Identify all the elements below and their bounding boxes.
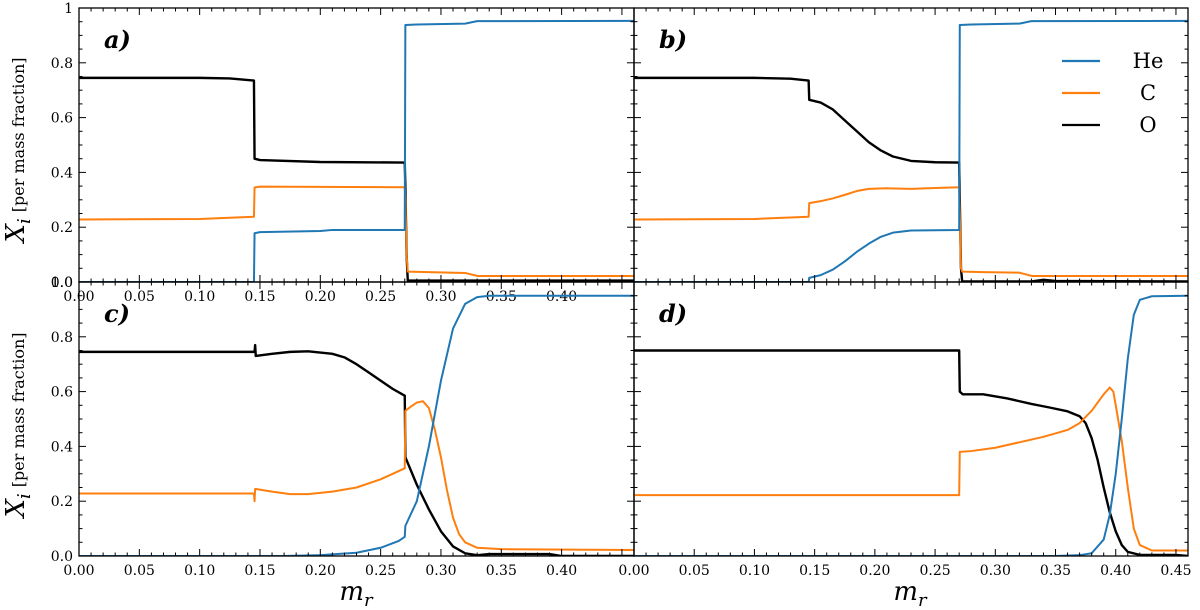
panel-a-xtick-label: 0.35 — [486, 289, 517, 305]
panel-a-ytick-label: 0.4 — [51, 165, 73, 181]
legend-label-o: O — [1139, 113, 1156, 137]
panel-a-xtick-label: 0.25 — [365, 289, 396, 305]
panel-c-ytick-label: 0.2 — [51, 494, 73, 510]
panel-c-frame — [78, 281, 635, 557]
panel-a-ytick-label: 0.6 — [51, 111, 73, 127]
panel-a-xtick-label: 0.40 — [546, 289, 577, 305]
xlabel-right: mr — [893, 577, 928, 610]
panel-a-series-c-line — [79, 185, 634, 277]
panel-b-frame — [633, 7, 1189, 283]
xlabel-left-sub: r — [364, 590, 374, 610]
xlabel-left-main: m — [339, 577, 364, 607]
panel-c-xtick-label: 0.40 — [546, 563, 577, 579]
ylabel-bottom-main: X — [1, 497, 31, 519]
panel-a-xtick-label: 0.30 — [425, 289, 456, 305]
panel-d-xtick-label: 0.00 — [618, 563, 649, 579]
panel-d: 0.00 0.05 0.10 0.15 0.20 0.25 0.30 0.35 0.40 0.45… — [618, 281, 1192, 579]
ylabel-bottom-sub: i — [14, 493, 35, 499]
panel-c-series-c-line — [79, 400, 634, 551]
panel-c: 0.00 0.05 0.10 0.15 0.20 0.25 0.30 0.35 0.40 0.0 0… — [51, 275, 635, 579]
panel-d-series-o-line — [634, 349, 1188, 556]
panel-c-xtick-label: 0.30 — [425, 563, 456, 579]
legend-label-he: He — [1133, 49, 1164, 73]
panel-d-label: d) — [659, 299, 687, 328]
panel-c-xtick-label: 0.15 — [244, 563, 275, 579]
legend: He CO — [1062, 49, 1163, 137]
panel-c-ytick-label: 0.8 — [51, 330, 73, 346]
panel-c-ticks — [78, 281, 635, 557]
panel-a-series-he-line — [79, 19, 634, 282]
panel-b-series — [634, 19, 1188, 282]
panel-a-xtick-label: 0.20 — [305, 289, 336, 305]
panel-c-label: c) — [104, 299, 130, 328]
panel-c-xtick-label: 0.10 — [184, 563, 215, 579]
ylabel-top-sub: i — [14, 218, 35, 224]
panels-layer: 0.00 0.05 0.10 0.15 0.20 0.25 0.30 0.35 0.400.00… — [51, 1, 1192, 579]
panel-b-series-o-line — [634, 76, 1188, 282]
panel-b-series-he-line — [634, 19, 1188, 282]
panel-c-ytick-label: 0.0 — [51, 549, 73, 565]
ylabel-bottom-units: [per mass fraction] — [9, 333, 28, 488]
panel-c-ytick-label: 0.4 — [51, 439, 73, 455]
panel-c-series-he-line — [79, 294, 634, 556]
panel-a-xtick-label: 0.05 — [124, 289, 155, 305]
panel-d-xtick-label: 0.10 — [739, 563, 770, 579]
panel-d-xtick-label: 0.45 — [1160, 563, 1191, 579]
panel-d-xtick-label: 0.15 — [799, 563, 830, 579]
xlabel-right-sub: r — [918, 590, 928, 610]
ylabel-top-main: X — [1, 222, 31, 244]
panel-d-xtick-label: 0.05 — [679, 563, 710, 579]
panel-c-xtick-label: 0.05 — [124, 563, 155, 579]
panel-c-xtick-label: 0.35 — [486, 563, 517, 579]
panel-a-xtick-label: 0.10 — [184, 289, 215, 305]
panel-c-ytick-label: 0.6 — [51, 385, 73, 401]
panel-d-xtick-label: 0.20 — [859, 563, 890, 579]
panel-d-xtick-label: 0.35 — [1040, 563, 1071, 579]
xlabel-left: mr — [339, 577, 374, 610]
panel-a-series-o-line — [79, 76, 634, 282]
ylabel-top: Xi [per mass fraction] — [1, 58, 35, 245]
panel-c-series-o-line — [79, 343, 634, 556]
panel-c-ytick-label: 1.0 — [51, 275, 73, 291]
panel-a-series — [79, 19, 634, 282]
panel-c-series — [79, 294, 634, 556]
panel-d-ticks — [633, 281, 1189, 557]
panel-a-xtick-label: 0.15 — [244, 289, 275, 305]
panel-d-series — [634, 294, 1188, 556]
panel-a-ticks — [78, 7, 635, 283]
panel-b-label: b) — [659, 25, 687, 54]
ylabel-top-units: [per mass fraction] — [9, 58, 28, 213]
panel-c-xtick-label: 0.25 — [365, 563, 396, 579]
ylabel-bottom: Xi [per mass fraction] — [1, 333, 35, 520]
panel-a-frame — [78, 7, 635, 283]
panel-b-ticks — [633, 7, 1189, 283]
panel-c-xtick-label: 0.20 — [305, 563, 336, 579]
panel-d-series-he-line — [634, 294, 1188, 556]
panel-a-ytick-label: 0.2 — [51, 220, 73, 236]
panel-a-ytick-label: 0.0 — [51, 275, 73, 291]
panel-a: 0.00 0.05 0.10 0.15 0.20 0.25 0.30 0.35 0.400.00… — [51, 1, 635, 305]
panel-d-xtick-label: 0.25 — [920, 563, 951, 579]
panel-a-label: a) — [104, 25, 131, 54]
panel-c-xtick-label: 0.00 — [63, 563, 94, 579]
panel-d-series-c-line — [634, 386, 1188, 552]
panel-d-frame — [633, 281, 1189, 557]
panel-a-ytick-label: 0.8 — [51, 56, 73, 72]
panel-d-xtick-label: 0.30 — [980, 563, 1011, 579]
legend-label-c: C — [1140, 81, 1156, 105]
panel-b-series-c-line — [634, 186, 1188, 277]
xlabel-right-main: m — [893, 577, 918, 607]
panel-d-xtick-label: 0.40 — [1100, 563, 1131, 579]
panel-a-ytick-label: 1 — [64, 1, 73, 17]
panel-b: b) — [633, 7, 1189, 283]
